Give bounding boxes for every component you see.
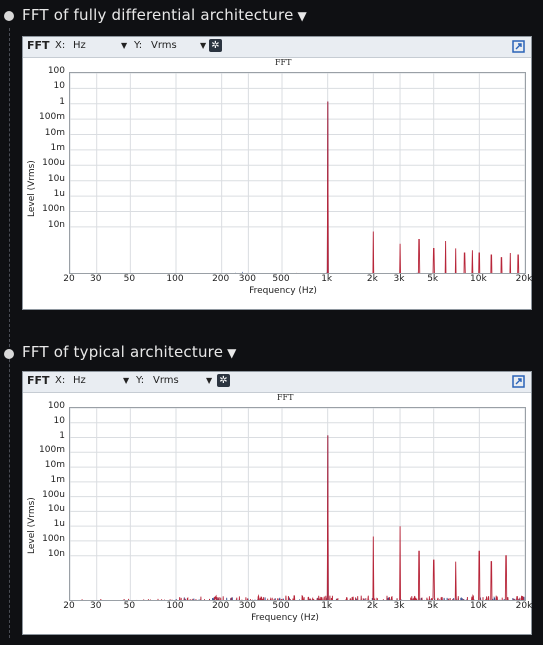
y-unit-dropdown-icon[interactable]: ▼ <box>200 41 207 50</box>
plot-area[interactable] <box>69 407 526 601</box>
x-tick-label: 30 <box>89 274 102 284</box>
series-blue-line <box>175 435 525 600</box>
y-tick-label: 100 <box>47 66 65 76</box>
y-tick-label: 10u <box>47 504 65 515</box>
y-tick-label: 100m <box>39 112 65 123</box>
fft-panel: FFT X: Hz ▼ Y: Vrms ▼ ✲ FFT Level (Vrms)… <box>22 36 532 310</box>
x-tick-label: 1k <box>321 601 333 611</box>
section-title-text: FFT of fully differential architecture <box>22 6 294 24</box>
x-axis-title: Frequency (Hz) <box>249 286 317 296</box>
x-axis-title: Frequency (Hz) <box>251 613 319 623</box>
series-red-line <box>81 435 524 600</box>
x-unit-select[interactable]: Hz <box>73 375 86 386</box>
y-tick-label: 1 <box>59 96 65 107</box>
y-tick-label: 100n <box>42 204 65 215</box>
x-tick-label: 500 <box>272 601 290 611</box>
toolbar-app-label: FFT <box>27 39 50 52</box>
section-title[interactable]: FFT of fully differential architecture ▼ <box>22 6 307 24</box>
y-unit-select[interactable]: Vrms <box>151 40 177 51</box>
x-tick-label: 1k <box>321 274 333 284</box>
gear-icon[interactable]: ✲ <box>217 374 230 387</box>
y-tick-label: 10n <box>47 219 65 230</box>
chart-title: FFT <box>277 393 294 402</box>
fft-plot-svg <box>70 408 525 600</box>
x-tick-label: 10k <box>470 601 487 611</box>
x-unit-select[interactable]: Hz <box>73 40 86 51</box>
x-tick-label: 100 <box>166 601 184 611</box>
x-tick-label: 2k <box>366 274 378 284</box>
x-axis-label: X: <box>55 40 66 51</box>
x-tick-label: 50 <box>123 274 136 284</box>
caret-down-icon[interactable]: ▼ <box>227 346 237 360</box>
y-axis-label: Y: <box>136 375 145 386</box>
x-unit-dropdown-icon[interactable]: ▼ <box>123 376 130 385</box>
x-tick-label: 100 <box>166 274 184 284</box>
x-tick-label: 3k <box>393 274 405 284</box>
y-tick-label: 100 <box>47 401 65 411</box>
popout-icon[interactable] <box>512 375 525 388</box>
x-tick-label: 50 <box>123 601 136 611</box>
x-tick-label: 20k <box>515 274 533 284</box>
plot-area[interactable] <box>69 72 526 274</box>
y-tick-label: 10 <box>53 415 65 426</box>
x-tick-label: 30 <box>89 601 102 611</box>
x-tick-label: 5k <box>427 601 439 611</box>
toolbar: FFT X: Hz ▼ Y: Vrms ▼ ✲ <box>23 372 531 393</box>
x-tick-label: 20 <box>63 601 75 611</box>
y-tick-label: 10m <box>44 127 65 138</box>
y-tick-label: 1m <box>50 474 66 485</box>
section-rail <box>9 28 10 638</box>
y-tick-label: 10n <box>47 548 65 559</box>
x-tick-label: 2k <box>366 601 378 611</box>
x-tick-label: 10k <box>470 274 487 284</box>
section-title[interactable]: FFT of typical architecture ▼ <box>22 343 237 361</box>
y-tick-label: 100n <box>42 533 65 544</box>
x-tick-label: 200 <box>212 601 230 611</box>
x-tick-label: 20k <box>515 601 533 611</box>
x-tick-label: 5k <box>427 274 439 284</box>
y-unit-select[interactable]: Vrms <box>153 375 179 386</box>
fft-plot-svg <box>70 73 525 273</box>
y-unit-dropdown-icon[interactable]: ▼ <box>206 376 213 385</box>
x-tick-label: 300 <box>238 274 256 284</box>
toolbar: FFT X: Hz ▼ Y: Vrms ▼ ✲ <box>23 37 531 58</box>
y-tick-label: 100u <box>42 489 65 500</box>
y-tick-label: 1u <box>53 519 65 530</box>
gear-icon[interactable]: ✲ <box>209 39 222 52</box>
section-title-text: FFT of typical architecture <box>22 343 224 361</box>
y-tick-label: 1m <box>50 142 66 153</box>
y-tick-label: 100m <box>39 445 65 456</box>
y-tick-label: 10 <box>53 81 65 92</box>
popout-icon[interactable] <box>512 40 525 53</box>
y-tick-label: 10u <box>47 173 65 184</box>
chart-title: FFT <box>275 58 292 67</box>
y-tick-label: 1 <box>59 430 65 441</box>
series-red-line <box>180 101 520 273</box>
x-tick-label: 300 <box>238 601 256 611</box>
x-tick-label: 3k <box>393 601 405 611</box>
y-tick-label: 100u <box>42 158 65 169</box>
series-blue-line <box>235 101 468 273</box>
x-tick-label: 500 <box>272 274 290 284</box>
x-axis-label: X: <box>55 375 66 386</box>
x-tick-label: 20 <box>63 274 75 284</box>
caret-down-icon[interactable]: ▼ <box>297 9 307 23</box>
y-tick-label: 10m <box>44 460 65 471</box>
fft-panel: FFT X: Hz ▼ Y: Vrms ▼ ✲ FFT Level (Vrms)… <box>22 371 532 635</box>
x-unit-dropdown-icon[interactable]: ▼ <box>121 41 128 50</box>
y-axis-label: Y: <box>134 40 143 51</box>
toolbar-app-label: FFT <box>27 374 50 387</box>
y-tick-label: 1u <box>53 189 65 200</box>
x-tick-label: 200 <box>212 274 230 284</box>
bullet-icon <box>4 11 14 21</box>
bullet-icon <box>4 349 14 359</box>
